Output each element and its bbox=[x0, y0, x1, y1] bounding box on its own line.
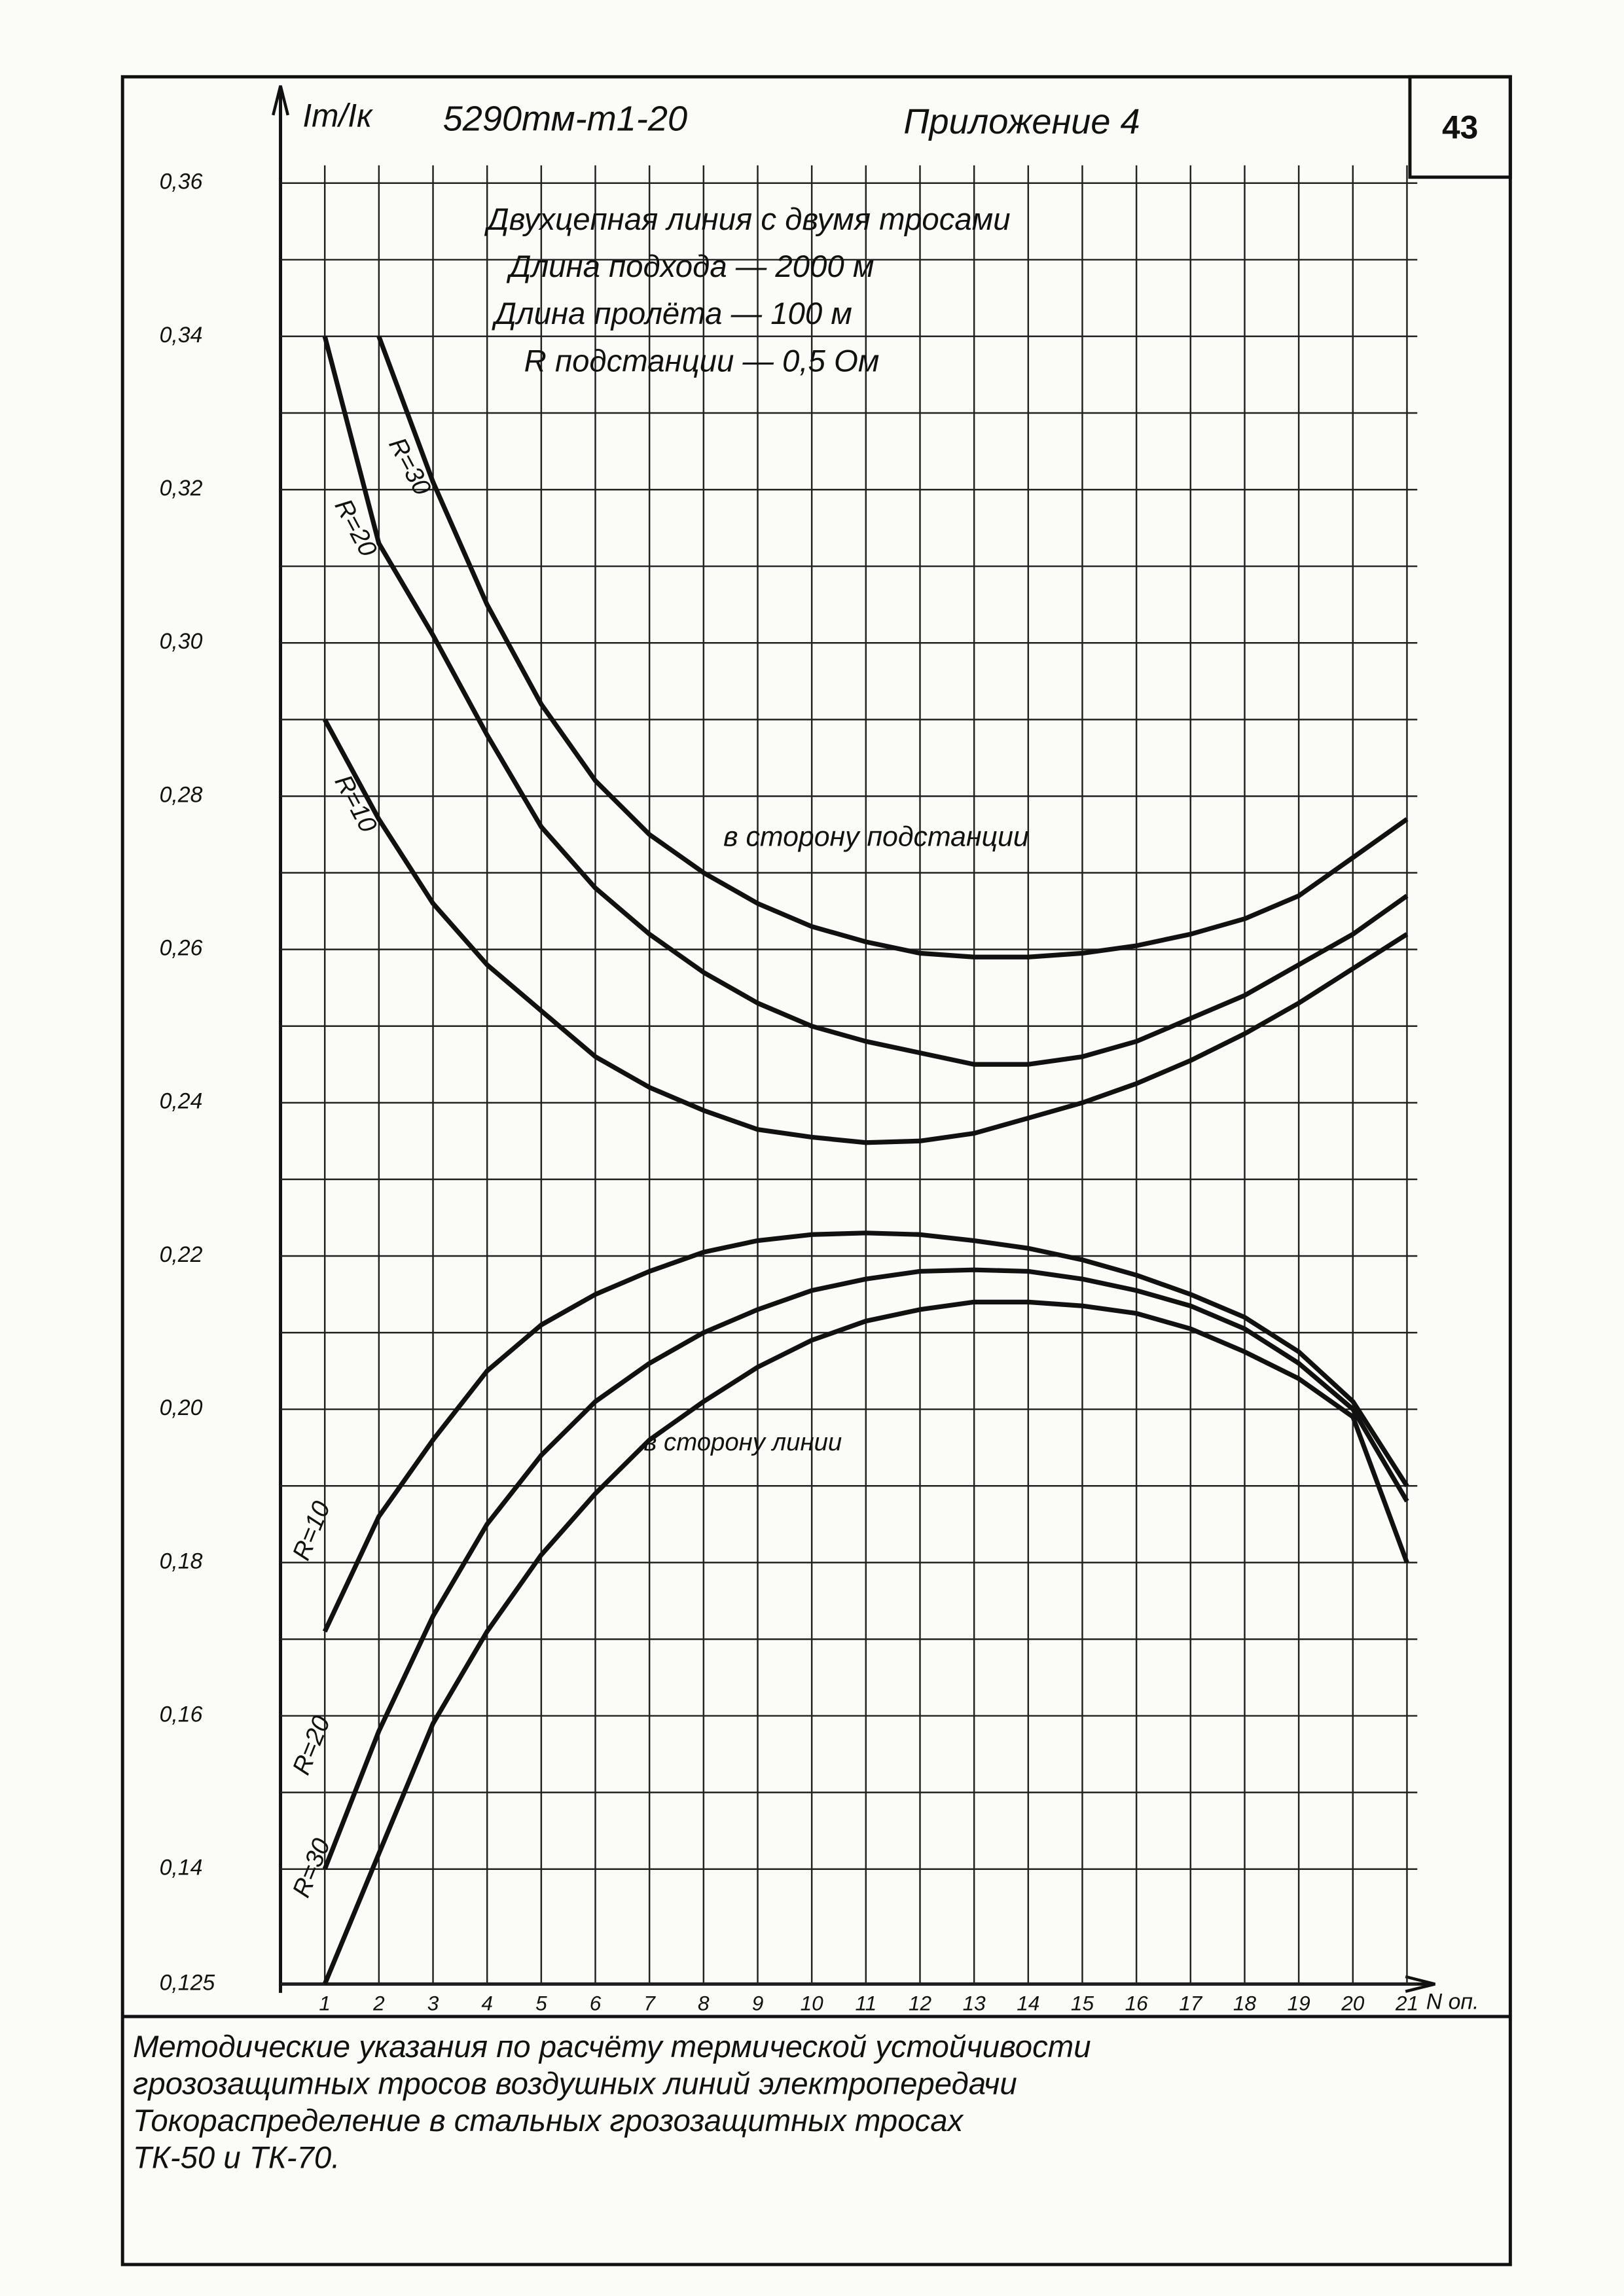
x-tick-label: 5 bbox=[535, 1991, 547, 2015]
y-tick-label: 0,28 bbox=[160, 782, 203, 807]
note: Длина пролёта — 100 м bbox=[492, 296, 852, 331]
note: Двухцепная линия с двумя тросами bbox=[484, 202, 1010, 237]
y-tick-label: 0,22 bbox=[160, 1242, 203, 1267]
y-tick-label: 0,20 bbox=[160, 1395, 203, 1420]
x-tick-label: 21 bbox=[1395, 1991, 1418, 2015]
x-axis-label: N оп. bbox=[1426, 1990, 1479, 2015]
annotation: в сторону подстанции bbox=[723, 821, 1029, 852]
curve-label: R=20 bbox=[287, 1712, 336, 1779]
x-tick-label: 13 bbox=[963, 1991, 986, 2015]
chart-title: Приложение 4 bbox=[903, 102, 1140, 141]
curve bbox=[376, 335, 1409, 960]
page-number-box bbox=[1408, 75, 1512, 179]
caption-line: Методические указания по расчёту термиче… bbox=[133, 2030, 1091, 2064]
y-tick-label: 0,30 bbox=[160, 629, 203, 654]
curve bbox=[323, 718, 1409, 1145]
curve bbox=[322, 1299, 1409, 1985]
x-tick-label: 11 bbox=[855, 1991, 876, 2015]
caption-line: ТК-50 и ТК-70. bbox=[133, 2140, 340, 2175]
x-axis-arrow bbox=[1405, 1975, 1435, 1993]
x-tick-label: 7 bbox=[643, 1991, 656, 2015]
drawing-code: 5290тм-т1-20 bbox=[443, 99, 687, 138]
curve-label: R=10 bbox=[287, 1498, 336, 1564]
curve-label: R=30 bbox=[287, 1835, 336, 1901]
y-axis-label: Iт/Iк bbox=[302, 98, 374, 134]
x-tick-label: 2 bbox=[372, 1991, 385, 2015]
x-tick-label: 4 bbox=[481, 1991, 493, 2015]
x-tick-label: 18 bbox=[1233, 1991, 1257, 2015]
x-tick-label: 17 bbox=[1179, 1991, 1203, 2015]
page-number: 43 bbox=[1442, 109, 1478, 146]
x-tick-label: 8 bbox=[698, 1991, 710, 2015]
y-tick-label: 0,24 bbox=[160, 1089, 203, 1114]
y-tick-label: 0,32 bbox=[160, 476, 203, 501]
note: R подстанции — 0,5 Ом bbox=[524, 344, 880, 378]
y-tick-label: 0,125 bbox=[160, 1970, 215, 1995]
curve bbox=[322, 1230, 1409, 1633]
x-tick-label: 19 bbox=[1288, 1991, 1310, 2015]
curve-label: R=10 bbox=[329, 770, 382, 837]
x-tick-label: 16 bbox=[1125, 1991, 1149, 2015]
caption-line: Токораспределение в стальных грозозащитн… bbox=[133, 2104, 965, 2138]
y-tick-label: 0,18 bbox=[160, 1549, 203, 1573]
note: Длина подхода — 2000 м bbox=[506, 249, 874, 284]
x-tick-label: 12 bbox=[909, 1991, 932, 2015]
curve bbox=[322, 335, 1409, 1067]
x-tick-label: 15 bbox=[1071, 1991, 1094, 2015]
y-axis-arrow bbox=[272, 85, 290, 116]
caption-line: грозозащитных тросов воздушных линий эле… bbox=[133, 2067, 1017, 2102]
x-tick-label: 10 bbox=[801, 1991, 824, 2015]
curve bbox=[322, 1267, 1409, 1870]
x-tick-label: 14 bbox=[1017, 1991, 1039, 2015]
x-tick-label: 3 bbox=[427, 1991, 439, 2015]
y-tick-label: 0,14 bbox=[160, 1856, 203, 1880]
x-tick-label: 6 bbox=[590, 1991, 602, 2015]
annotation: в сторону линии bbox=[643, 1428, 842, 1456]
x-tick-label: 1 bbox=[319, 1991, 331, 2015]
y-tick-label: 0,36 bbox=[160, 170, 203, 194]
y-tick-label: 0,16 bbox=[160, 1702, 203, 1727]
y-tick-label: 0,26 bbox=[160, 936, 203, 961]
page-frame bbox=[120, 75, 1512, 2267]
x-tick-label: 9 bbox=[752, 1991, 764, 2015]
y-tick-label: 0,34 bbox=[160, 323, 203, 348]
x-tick-label: 20 bbox=[1341, 1991, 1365, 2015]
